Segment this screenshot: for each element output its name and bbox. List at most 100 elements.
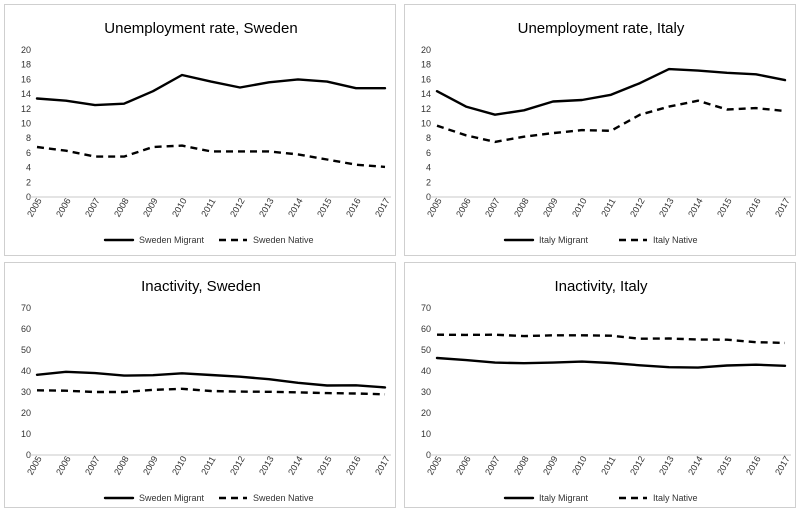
series-line-italy-migrant xyxy=(435,356,787,369)
y-tick-label: 4 xyxy=(426,163,431,173)
series-line-italy-migrant xyxy=(435,67,787,116)
y-tick-label: 18 xyxy=(421,60,431,70)
x-tick-label: 2012 xyxy=(228,454,247,476)
chart-svg: Unemployment rate, Italy 0 2 4 6 8 10 12 14 16 18 2… xyxy=(421,20,792,245)
y-tick-label: 16 xyxy=(21,74,31,84)
y-tick-label: 8 xyxy=(426,133,431,143)
chart-panel-inactivity-sweden: Inactivity, Sweden 0 10 20 30 40 50 60 70 2005 200… xyxy=(4,262,396,508)
y-tick-label: 0 xyxy=(26,192,31,202)
x-tick-label: 2007 xyxy=(83,454,102,476)
x-tick-label: 2015 xyxy=(315,196,334,218)
chart-title: Inactivity, Sweden xyxy=(141,278,261,295)
x-tick-label: 2011 xyxy=(599,455,617,477)
x-tick-label: 2015 xyxy=(715,196,734,218)
x-tick-label: 2014 xyxy=(286,454,305,476)
y-tick-label: 60 xyxy=(421,324,431,334)
x-tick-label: 2013 xyxy=(257,454,276,476)
x-tick-label: 2008 xyxy=(512,454,531,476)
x-tick-label: 2012 xyxy=(628,454,647,476)
chart-svg: Unemployment rate, Sweden 0 2 4 6 8 10 12 14 16 18… xyxy=(21,20,392,245)
x-tick-label: 2006 xyxy=(454,196,473,218)
x-tick-label: 2010 xyxy=(170,454,189,476)
x-tick-label: 2006 xyxy=(54,196,73,218)
y-tick-label: 8 xyxy=(26,133,31,143)
x-tick-label: 2014 xyxy=(686,454,705,476)
y-tick-label: 14 xyxy=(21,89,31,99)
y-tick-label: 50 xyxy=(21,345,31,355)
y-tick-label: 60 xyxy=(21,324,31,334)
x-tick-label: 2013 xyxy=(257,196,276,218)
chart-title: Unemployment rate, Sweden xyxy=(104,20,297,37)
x-tick-label: 2010 xyxy=(570,196,589,218)
x-tick-label: 2008 xyxy=(112,196,131,218)
x-tick-label: 2015 xyxy=(715,454,734,476)
legend-label: Italy Native xyxy=(653,235,698,245)
legend-label: Sweden Native xyxy=(253,493,314,503)
series-line-sweden-native xyxy=(36,387,386,396)
x-tick-label: 2009 xyxy=(541,454,560,476)
x-tick-label: 2016 xyxy=(344,196,363,218)
y-tick-label: 40 xyxy=(21,366,31,376)
y-tick-label: 40 xyxy=(421,366,431,376)
x-tick-label: 2011 xyxy=(199,197,217,219)
y-tick-label: 20 xyxy=(21,45,31,55)
y-tick-label: 12 xyxy=(21,104,31,114)
y-tick-label: 20 xyxy=(421,45,431,55)
x-tick-label: 2009 xyxy=(141,454,160,476)
y-tick-label: 30 xyxy=(21,387,31,397)
y-tick-label: 4 xyxy=(26,163,31,173)
y-tick-label: 12 xyxy=(421,104,431,114)
y-tick-label: 2 xyxy=(26,177,31,187)
y-tick-label: 70 xyxy=(21,303,31,313)
x-tick-label: 2014 xyxy=(686,196,705,218)
y-tick-label: 50 xyxy=(421,345,431,355)
x-tick-label: 2016 xyxy=(344,454,363,476)
legend-label: Italy Migrant xyxy=(539,235,589,245)
y-tick-label: 20 xyxy=(421,408,431,418)
legend-label: Sweden Migrant xyxy=(139,493,205,503)
legend-label: Sweden Migrant xyxy=(139,235,205,245)
chart-panel-unemployment-italy: Unemployment rate, Italy 0 2 4 6 8 10 12 14 16 18 2… xyxy=(404,4,796,256)
series-line-sweden-migrant xyxy=(35,73,387,107)
y-tick-label: 0 xyxy=(426,450,431,460)
chart-panel-inactivity-italy: Inactivity, Italy 0 10 20 30 40 50 60 70 2005 2006… xyxy=(404,262,796,508)
y-tick-label: 14 xyxy=(421,89,431,99)
y-tick-label: 18 xyxy=(21,60,31,70)
series-line-italy-native xyxy=(436,99,786,144)
y-tick-label: 0 xyxy=(426,192,431,202)
y-tick-label: 6 xyxy=(26,148,31,158)
y-tick-label: 16 xyxy=(421,74,431,84)
x-tick-label: 2009 xyxy=(541,196,560,218)
series-line-italy-native xyxy=(436,333,786,345)
series-line-sweden-migrant xyxy=(35,370,387,389)
y-tick-label: 6 xyxy=(426,148,431,158)
x-tick-label: 2017 xyxy=(773,196,792,218)
x-tick-label: 2017 xyxy=(373,454,392,476)
x-tick-label: 2007 xyxy=(483,454,502,476)
y-tick-label: 10 xyxy=(421,119,431,129)
x-tick-label: 2014 xyxy=(286,196,305,218)
y-tick-label: 0 xyxy=(26,450,31,460)
chart-title: Inactivity, Italy xyxy=(554,278,648,295)
x-tick-label: 2015 xyxy=(315,454,334,476)
x-tick-label: 2012 xyxy=(228,196,247,218)
x-tick-label: 2006 xyxy=(454,454,473,476)
x-tick-label: 2007 xyxy=(483,196,502,218)
y-tick-label: 30 xyxy=(421,387,431,397)
x-tick-label: 2017 xyxy=(773,454,792,476)
legend-label: Sweden Native xyxy=(253,235,314,245)
y-tick-label: 20 xyxy=(21,408,31,418)
x-tick-label: 2006 xyxy=(54,454,73,476)
y-tick-label: 10 xyxy=(21,429,31,439)
x-tick-label: 2012 xyxy=(628,196,647,218)
chart-panel-unemployment-sweden: Unemployment rate, Sweden 0 2 4 6 8 10 12 14 16 18… xyxy=(4,4,396,256)
legend-label: Italy Migrant xyxy=(539,493,589,503)
y-tick-label: 10 xyxy=(421,429,431,439)
x-tick-label: 2017 xyxy=(373,196,392,218)
legend-label: Italy Native xyxy=(653,493,698,503)
x-tick-label: 2008 xyxy=(112,454,131,476)
x-tick-label: 2009 xyxy=(141,196,160,218)
x-tick-label: 2016 xyxy=(744,454,763,476)
